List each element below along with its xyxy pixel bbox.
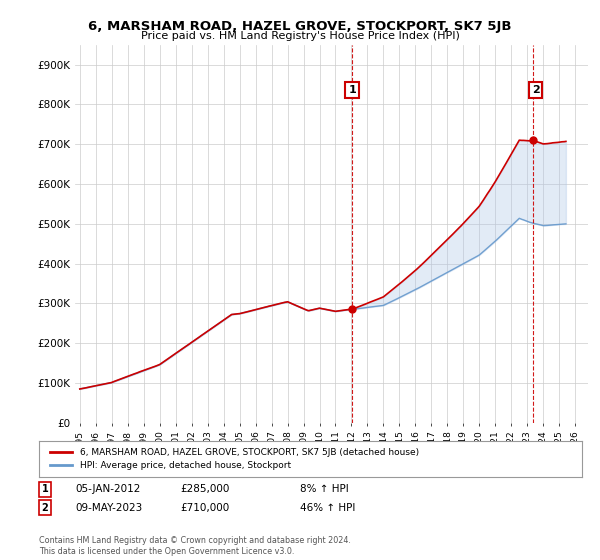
Legend: 6, MARSHAM ROAD, HAZEL GROVE, STOCKPORT, SK7 5JB (detached house), HPI: Average : 6, MARSHAM ROAD, HAZEL GROVE, STOCKPORT,… <box>46 445 422 473</box>
Text: 09-MAY-2023: 09-MAY-2023 <box>75 503 142 513</box>
Text: £710,000: £710,000 <box>180 503 229 513</box>
Text: 46% ↑ HPI: 46% ↑ HPI <box>300 503 355 513</box>
Text: 2: 2 <box>41 503 49 513</box>
Text: 8% ↑ HPI: 8% ↑ HPI <box>300 484 349 494</box>
Text: 6, MARSHAM ROAD, HAZEL GROVE, STOCKPORT, SK7 5JB: 6, MARSHAM ROAD, HAZEL GROVE, STOCKPORT,… <box>88 20 512 32</box>
Text: Price paid vs. HM Land Registry's House Price Index (HPI): Price paid vs. HM Land Registry's House … <box>140 31 460 41</box>
Text: 2: 2 <box>532 85 539 95</box>
Text: Contains HM Land Registry data © Crown copyright and database right 2024.
This d: Contains HM Land Registry data © Crown c… <box>39 536 351 556</box>
Text: £285,000: £285,000 <box>180 484 229 494</box>
Text: 05-JAN-2012: 05-JAN-2012 <box>75 484 140 494</box>
Text: 1: 1 <box>41 484 49 494</box>
Text: 1: 1 <box>348 85 356 95</box>
